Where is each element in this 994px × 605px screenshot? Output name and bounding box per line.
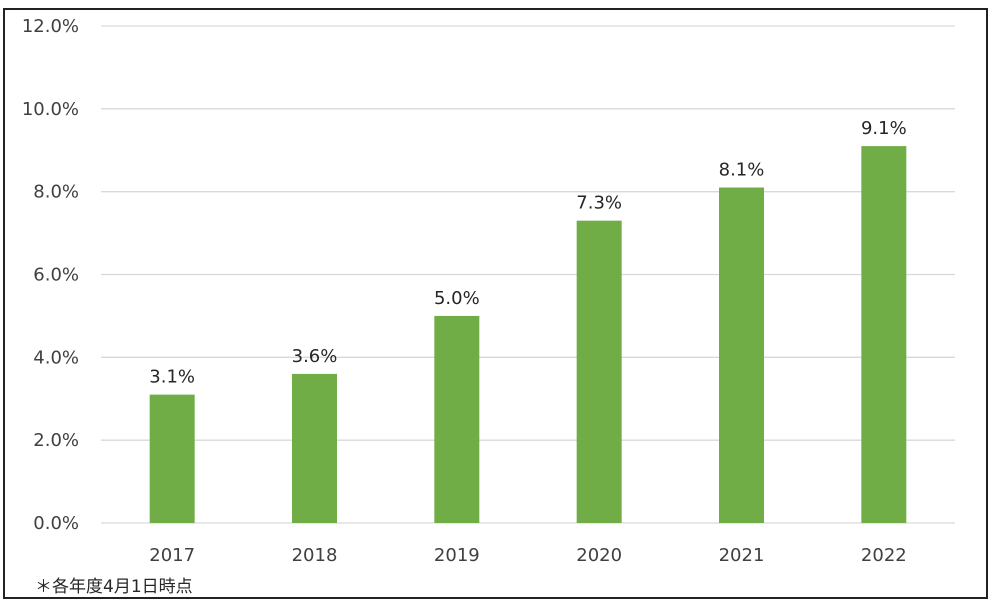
y-tick-label: 4.0% — [33, 347, 79, 368]
data-label: 8.1% — [719, 160, 765, 181]
gridlines — [101, 25, 955, 524]
x-tick-label: 2022 — [861, 545, 907, 566]
bar — [292, 373, 337, 523]
data-label: 3.1% — [149, 367, 195, 388]
data-label: 9.1% — [861, 118, 907, 139]
x-tick-label: 2018 — [292, 545, 338, 566]
x-tick-label: 2021 — [719, 545, 765, 566]
data-label: 3.6% — [292, 346, 338, 367]
y-axis-tick-labels: 0.0% 2.0% 4.0% 6.0% 8.0% 10.0% 12.0% — [22, 16, 79, 534]
data-label: 5.0% — [434, 288, 480, 309]
data-labels: 3.1% 3.6% 5.0% 7.3% 8.1% 9.1% — [149, 118, 906, 388]
y-tick-label: 2.0% — [33, 430, 79, 451]
bar — [434, 315, 480, 523]
data-label: 7.3% — [576, 193, 622, 214]
x-tick-label: 2019 — [434, 545, 480, 566]
footnote: ＊各年度4月1日時点 — [35, 577, 193, 597]
x-tick-label: 2020 — [576, 545, 622, 566]
y-tick-label: 6.0% — [33, 265, 79, 286]
y-tick-label: 8.0% — [33, 182, 79, 203]
bars — [149, 146, 907, 524]
bar — [149, 394, 195, 523]
x-tick-label: 2017 — [149, 545, 195, 566]
bar — [861, 146, 907, 523]
bar — [719, 187, 764, 523]
y-tick-label: 12.0% — [22, 16, 79, 37]
x-axis-tick-labels: 2017 2018 2019 2020 2021 2022 — [149, 545, 906, 566]
bar — [576, 220, 622, 524]
y-tick-label: 10.0% — [22, 99, 79, 120]
y-tick-label: 0.0% — [33, 513, 79, 534]
